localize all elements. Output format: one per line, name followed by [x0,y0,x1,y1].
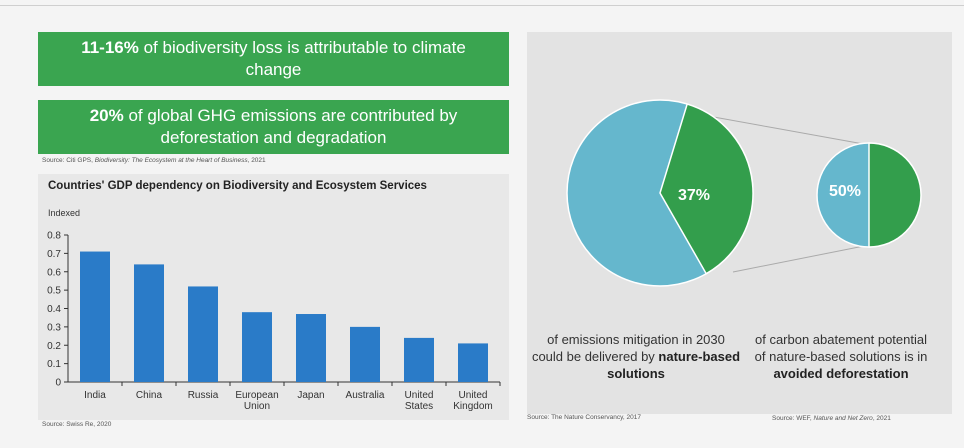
banner-text: of global GHG emissions are contributed … [123,106,458,147]
x-tick-label: Japan [297,390,324,401]
x-tick-label: European [235,390,278,401]
source-swiss-re: Source: Swiss Re, 2020 [42,421,112,428]
x-tick-label: Russia [188,390,219,401]
pie-left-percent-label: 37% [678,187,710,204]
source-nature-conservancy: Source: The Nature Conservancy, 2017 [527,414,641,421]
nature-solutions-panel: 37% 50% of emissions mitigation in 2030 … [527,32,952,414]
x-tick-label: States [405,401,433,412]
x-tick-label: Australia [346,390,385,401]
pie-charts: 37% 50% [566,99,922,287]
pie-chart-avoided-deforestation [816,142,922,248]
banner-highlight: 20% [89,106,124,125]
bar-4 [296,314,326,382]
x-tick-label: United [405,390,434,401]
connector-line-bottom [732,244,870,273]
x-tick-label: India [84,390,106,401]
y-tick-label: 0.5 [47,286,61,297]
chart-unit-label: Indexed [48,208,81,218]
banner-highlight: 11-16% [81,38,139,57]
gdp-bar-chart: 0 0.1 0.2 0.3 0.4 0.5 0.6 0.7 0.8 India China Russi… [47,231,501,412]
bar-2 [188,286,218,382]
x-tick-label: Kingdom [453,401,492,412]
banner-text: of biodiversity loss is attributable to … [138,38,466,79]
y-tick-label: 0.2 [47,341,61,352]
y-tick-label: 0 [55,378,61,389]
x-tick-label: Union [244,401,270,412]
gdp-dependency-chart-panel: Countries' GDP dependency on Biodiversit… [38,174,509,420]
y-tick-label: 0.8 [47,231,61,242]
top-divider [0,5,964,6]
source-wef: Source: WEF, Nature and Net Zero, 2021 [772,415,891,422]
y-tick-label: 0.3 [47,322,61,333]
pie-right-percent-label: 50% [829,183,861,200]
pie-right-highlight-slice [868,142,922,248]
y-tick-label: 0.6 [47,267,61,278]
x-tick-label: China [136,390,163,401]
pie-left-highlight-slice [659,103,754,275]
y-tick-label: 0.1 [47,359,61,370]
bar-0 [80,251,110,382]
bar-3 [242,312,272,382]
ghg-emissions-banner: 20% of global GHG emissions are contribu… [38,100,509,154]
bar-1 [134,264,164,382]
bar-6 [404,337,434,382]
biodiversity-loss-banner: 11-16% of biodiversity loss is attributa… [38,32,509,86]
source-citi-gps: Source: Citi GPS, Biodiversity: The Ecos… [42,157,266,164]
bar-7 [458,343,488,382]
connector-line-top [685,111,870,146]
y-tick-label: 0.7 [47,249,61,260]
pie-chart-emissions-mitigation [566,99,754,287]
caption-avoided-deforestation: of carbon abatement potential of nature-… [754,332,928,381]
caption-emissions-mitigation: of emissions mitigation in 2030 could be… [531,332,741,381]
y-tick-label: 0.4 [47,304,61,315]
x-tick-label: United [459,390,488,401]
bar-5 [350,326,380,382]
chart-title: Countries' GDP dependency on Biodiversit… [48,180,427,192]
